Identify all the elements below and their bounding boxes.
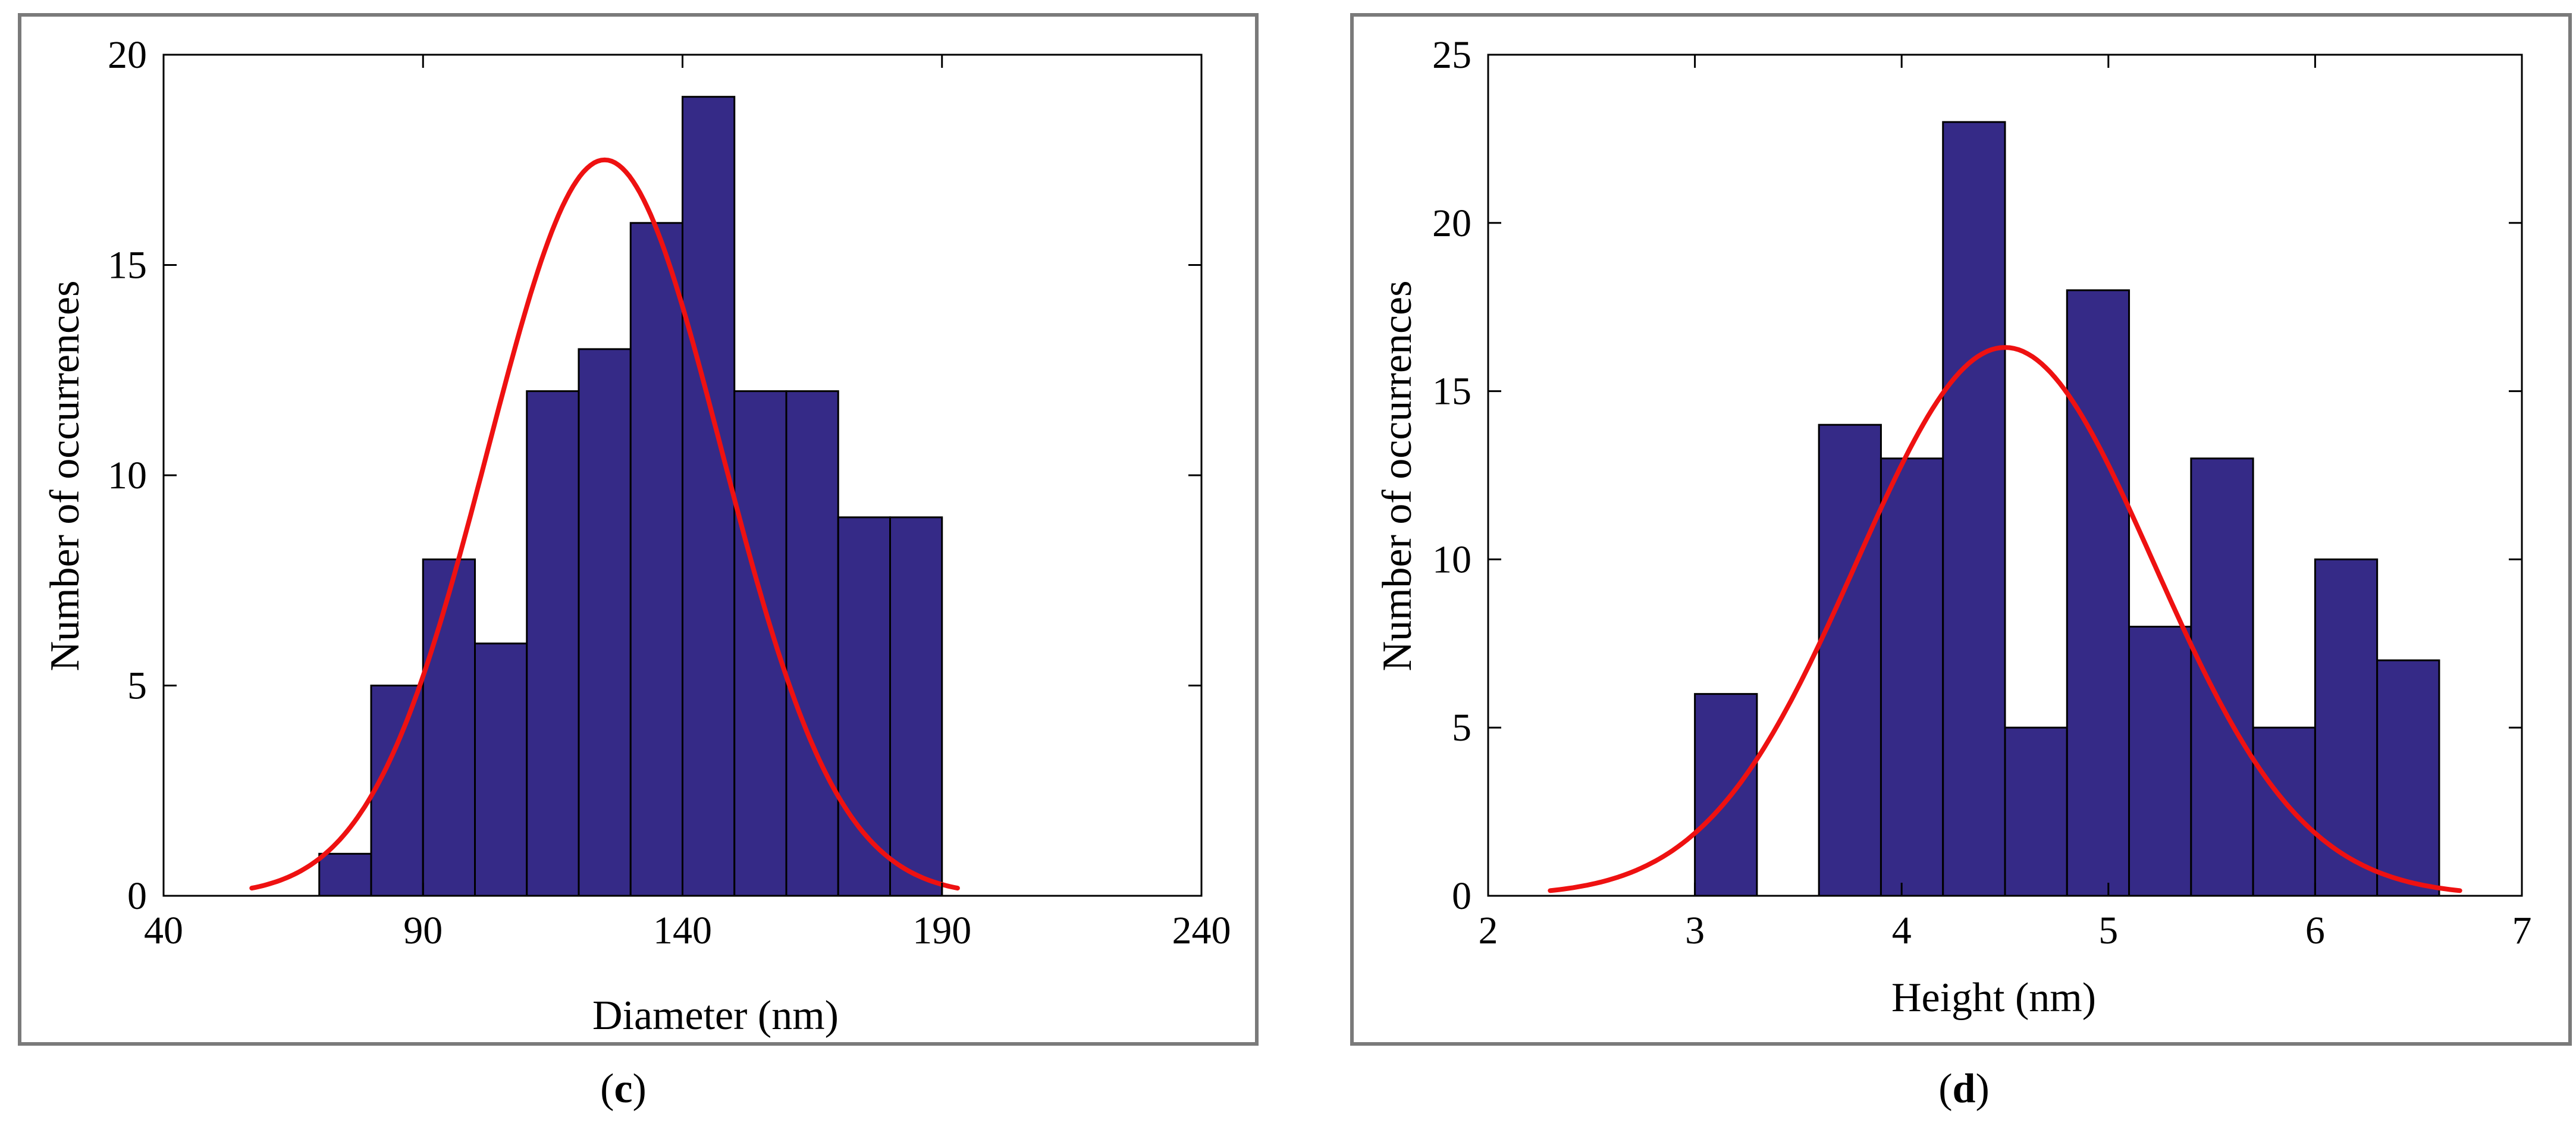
panel-c-bar-4 — [526, 390, 580, 897]
panel-d-y-tick-label-2: 10 — [1432, 538, 1471, 581]
panel-d-x-tick-label-0: 2 — [1479, 909, 1498, 952]
panel-c-caption: (c) — [600, 1066, 647, 1112]
panel-c-bar-5 — [578, 348, 632, 897]
panel-c-bar-6 — [629, 222, 683, 897]
panel-d-y-tick-label-5: 25 — [1432, 33, 1471, 77]
panel-d-bar-10 — [2314, 558, 2379, 897]
panel-c-y-tick-label-1: 5 — [127, 664, 147, 708]
panel-d-y-tick-label-1: 5 — [1452, 706, 1471, 749]
panel-d-axes-box — [1487, 54, 2523, 897]
panel-d-caption: (d) — [1938, 1066, 1990, 1112]
panel-d-bar-2 — [1818, 424, 1882, 897]
panel-c-x-tick-label-4: 240 — [1172, 909, 1231, 952]
panel-c-fit-curve — [249, 157, 960, 891]
panel-d-ticks — [1487, 54, 2523, 897]
panel-d-bar-11 — [2376, 659, 2440, 897]
panel-d-bar-6 — [2066, 289, 2131, 897]
panel-c-bar-1 — [370, 685, 424, 897]
panel-d-y-tick-label-3: 15 — [1432, 370, 1471, 413]
panel-d-y-tick-label-4: 20 — [1432, 202, 1471, 245]
panel-c-x-tick-label-1: 90 — [403, 909, 443, 952]
panel-d-y-tick-label-0: 0 — [1452, 874, 1471, 918]
panel-c-bar-0 — [318, 852, 372, 897]
panel-c-bar-8 — [733, 390, 787, 897]
panel-c-y-tick-label-3: 15 — [108, 244, 147, 287]
panel-d-bar-3 — [1880, 457, 1944, 897]
panel-c-x-tick-label-3: 190 — [912, 909, 971, 952]
panel-c-tick-labels: 40 90 140 190 240 0 5 10 15 20 — [108, 33, 1231, 952]
panel-c-x-tick-label-0: 40 — [144, 909, 183, 952]
panel-d-x-tick-label-3: 5 — [2098, 909, 2118, 952]
panel-c-y-tick-label-4: 20 — [108, 33, 147, 77]
panel-c-bars — [318, 96, 943, 897]
panel-c-bar-2 — [422, 558, 476, 897]
panel-d-x-tick-label-2: 4 — [1892, 909, 1912, 952]
panel-c-bar-7 — [682, 96, 736, 897]
panel-c-y-axis-label: Number of occurrences — [42, 281, 88, 672]
panel-c-bar-11 — [889, 516, 943, 897]
panel-d-x-axis-label: Height (nm) — [1891, 975, 2096, 1021]
panel-d-tick-labels: 2 3 4 5 6 7 0 5 10 15 20 25 — [1432, 33, 2532, 952]
panel-d-bars — [1694, 121, 2440, 897]
panel-c-x-tick-label-2: 140 — [653, 909, 712, 952]
panel-c: 40 90 140 190 240 0 5 10 15 20 Diameter (nm) Numb… — [18, 13, 1259, 1046]
panel-d-y-axis-label: Number of occurrences — [1375, 281, 1420, 672]
panel-d: 2 3 4 5 6 7 0 5 10 15 20 25 Height (nm) Number of o… — [1350, 13, 2572, 1046]
panel-d-x-tick-label-4: 6 — [2305, 909, 2325, 952]
panel-d-x-tick-label-5: 7 — [2512, 909, 2532, 952]
panel-d-bar-9 — [2252, 726, 2316, 897]
panel-d-bar-0 — [1694, 693, 1758, 897]
panel-c-y-tick-label-0: 0 — [127, 874, 147, 918]
panel-c-bar-10 — [837, 516, 891, 897]
panel-d-fit-curve — [1548, 345, 2462, 893]
panel-c-bar-3 — [474, 642, 528, 897]
panel-d-x-tick-label-1: 3 — [1685, 909, 1705, 952]
panel-c-y-tick-label-2: 10 — [108, 454, 147, 497]
panel-c-ticks — [162, 54, 1203, 897]
panel-c-bar-9 — [785, 390, 839, 897]
panel-d-bar-7 — [2128, 626, 2192, 897]
panel-d-bar-4 — [1942, 121, 2006, 897]
panel-d-bar-8 — [2190, 457, 2254, 897]
panel-c-x-axis-label: Diameter (nm) — [592, 993, 839, 1039]
panel-d-bar-5 — [2004, 726, 2068, 897]
